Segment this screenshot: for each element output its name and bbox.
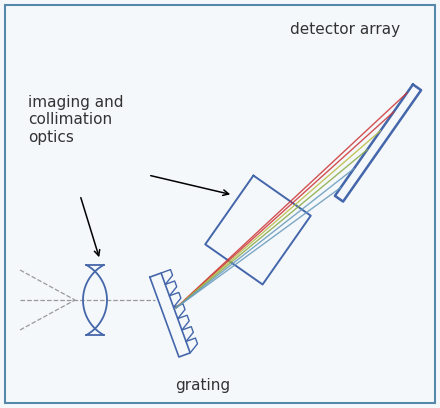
- Text: imaging and
collimation
optics: imaging and collimation optics: [28, 95, 124, 145]
- Text: detector array: detector array: [290, 22, 400, 37]
- Text: grating: grating: [175, 378, 230, 393]
